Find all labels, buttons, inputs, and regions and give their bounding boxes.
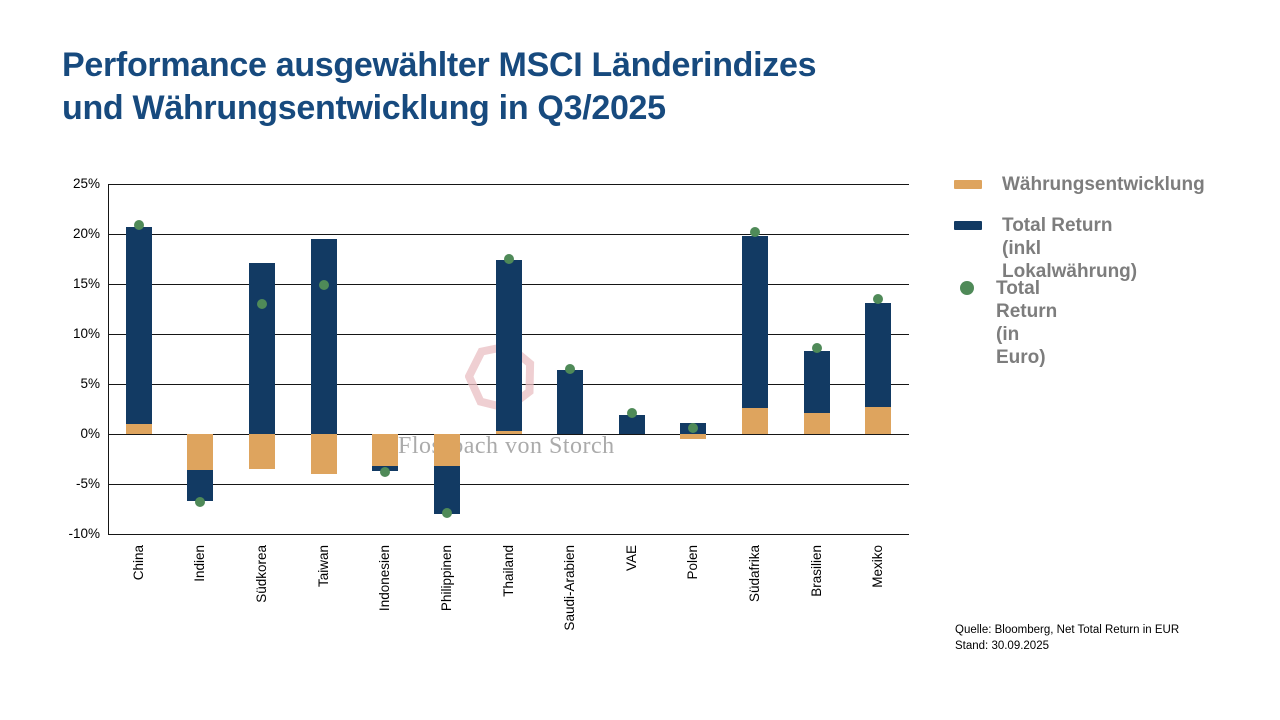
x-label-Indonesien: Indonesien bbox=[377, 545, 393, 612]
gridline-0% bbox=[108, 433, 909, 435]
y-tick-label: 5% bbox=[80, 376, 100, 391]
page-title-line2: und Währungsentwicklung in Q3/2025 bbox=[62, 89, 666, 127]
bar-currency-Mexiko bbox=[865, 407, 892, 434]
x-label-Brasilien: Brasilien bbox=[808, 545, 824, 597]
y-axis-line bbox=[108, 184, 109, 534]
x-label-Philippinen: Philippinen bbox=[438, 545, 454, 612]
heptagon-logo-icon bbox=[465, 341, 535, 412]
bar-local-return-Indien bbox=[187, 470, 214, 501]
bar-local-return-Philippinen bbox=[433, 466, 460, 514]
dot-euro-return-Thailand bbox=[503, 254, 514, 264]
bar-local-return-Mexiko bbox=[865, 303, 892, 407]
dot-euro-return-Philippinen bbox=[441, 508, 452, 518]
legend-label-total-return-local: Total Return (inkl Lokalwährung) bbox=[1002, 215, 1138, 282]
x-label-Mexiko: Mexiko bbox=[870, 545, 886, 588]
y-tick-label: -10% bbox=[68, 526, 100, 541]
x-label-Südafrika: Südafrika bbox=[746, 545, 762, 603]
source-note: Quelle: Bloomberg, Net Total Return in E… bbox=[955, 622, 1179, 654]
gridline--10% bbox=[108, 533, 909, 535]
bar-currency-Thailand bbox=[495, 431, 522, 434]
bar-local-return-VAE bbox=[618, 415, 645, 434]
x-label-Südkorea: Südkorea bbox=[254, 545, 270, 603]
dot-euro-return-China bbox=[133, 220, 144, 230]
x-label-Indien: Indien bbox=[192, 545, 208, 582]
bar-local-return-Südafrika bbox=[741, 236, 768, 408]
dot-euro-return-Polen bbox=[688, 423, 699, 433]
bar-currency-Philippinen bbox=[433, 434, 460, 466]
total-return-euro-dot-icon bbox=[960, 281, 974, 295]
dot-euro-return-Südkorea bbox=[257, 299, 268, 309]
bar-local-return-China bbox=[125, 227, 152, 424]
x-label-VAE: VAE bbox=[623, 545, 639, 572]
source-line1: Quelle: Bloomberg, Net Total Return in E… bbox=[955, 624, 1180, 636]
legend-item-total-return-local: Total Return (inkl Lokalwährung) bbox=[954, 214, 1137, 283]
dot-euro-return-Indonesien bbox=[380, 467, 391, 477]
total-return-local-swatch-icon bbox=[954, 221, 982, 230]
y-tick-label: 0% bbox=[80, 426, 100, 441]
legend-item-currency: Währungsentwicklung bbox=[954, 173, 1205, 196]
currency-swatch-icon bbox=[954, 180, 982, 189]
bar-local-return-Saudi-Arabien bbox=[557, 370, 584, 434]
dot-euro-return-Taiwan bbox=[318, 280, 329, 290]
source-line2: Stand: 30.09.2025 bbox=[955, 640, 1049, 652]
page-title: Performance ausgewählter MSCI Länderindi… bbox=[62, 44, 817, 130]
bar-currency-Taiwan bbox=[310, 434, 337, 474]
y-tick-label: 25% bbox=[72, 176, 100, 191]
bar-local-return-Taiwan bbox=[310, 239, 337, 434]
bar-currency-Indonesien bbox=[372, 434, 399, 466]
bar-currency-Polen bbox=[680, 434, 707, 439]
bar-currency-Südkorea bbox=[249, 434, 276, 469]
legend-label-total-return-euro: Total Return (in Euro) bbox=[996, 278, 1058, 368]
dot-euro-return-Südafrika bbox=[749, 227, 760, 237]
dot-euro-return-Saudi-Arabien bbox=[565, 364, 576, 374]
legend-label-currency: Währungsentwicklung bbox=[1002, 174, 1205, 195]
y-tick-label: 15% bbox=[72, 276, 100, 291]
bar-currency-Südafrika bbox=[741, 408, 768, 434]
x-label-China: China bbox=[130, 545, 146, 581]
y-tick-label: -5% bbox=[75, 476, 100, 491]
bar-currency-Indien bbox=[187, 434, 214, 470]
bar-currency-China bbox=[125, 424, 152, 434]
bar-local-return-Südkorea bbox=[249, 263, 276, 434]
y-tick-label: 10% bbox=[72, 326, 100, 341]
gridline-20% bbox=[108, 233, 909, 235]
page-title-line1: Performance ausgewählter MSCI Länderindi… bbox=[62, 46, 817, 84]
x-label-Polen: Polen bbox=[685, 545, 701, 580]
dot-euro-return-VAE bbox=[626, 408, 637, 418]
x-label-Taiwan: Taiwan bbox=[315, 545, 331, 588]
bar-local-return-Thailand bbox=[495, 260, 522, 431]
dot-euro-return-Brasilien bbox=[811, 343, 822, 353]
bar-local-return-Brasilien bbox=[803, 351, 830, 413]
gridline--5% bbox=[108, 483, 909, 485]
legend-item-total-return-euro: Total Return (in Euro) bbox=[954, 277, 1057, 369]
y-tick-label: 20% bbox=[72, 226, 100, 241]
bar-currency-Brasilien bbox=[803, 413, 830, 434]
dot-euro-return-Indien bbox=[195, 497, 206, 507]
gridline-25% bbox=[108, 183, 909, 185]
dot-euro-return-Mexiko bbox=[873, 294, 884, 304]
x-label-Saudi-Arabien: Saudi-Arabien bbox=[562, 545, 578, 631]
x-label-Thailand: Thailand bbox=[500, 545, 516, 597]
